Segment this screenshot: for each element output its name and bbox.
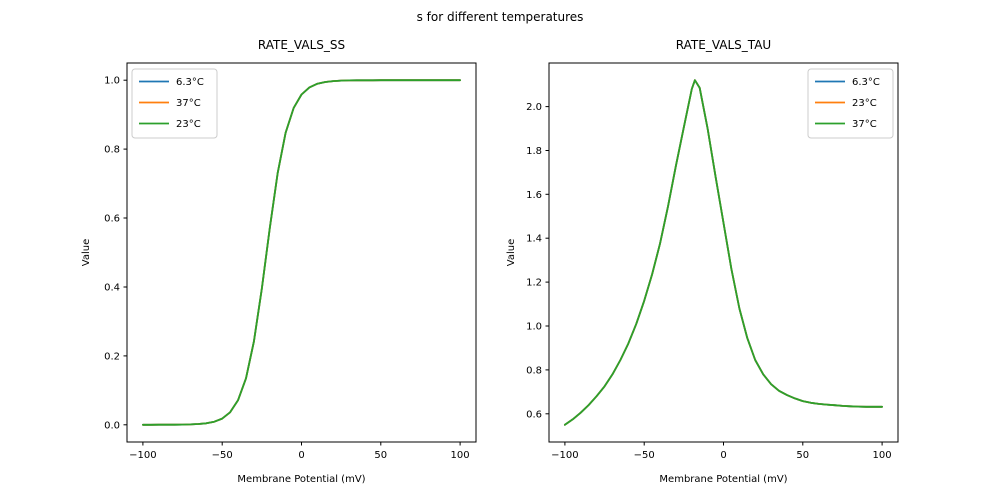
legend-frame: [807, 68, 894, 139]
legend-label: 23°C: [176, 119, 201, 130]
axes-frame: [548, 62, 899, 443]
legend-label: 6.3°C: [176, 77, 204, 88]
y-tick-label: 0.6: [104, 214, 120, 225]
chart-title: RATE_VALS_SS: [258, 38, 345, 52]
legend-label: 6.3°C: [852, 77, 880, 88]
x-axis-label: Membrane Potential (mV): [659, 474, 787, 485]
x-tick-label: 100: [451, 450, 470, 461]
legend: 6.3°C 37°C 23°C: [131, 68, 218, 139]
legend: 6.3°C 23°C 37°C: [807, 68, 894, 139]
x-tick-label: 0: [298, 450, 304, 461]
x-tick-label: 0: [720, 450, 726, 461]
x-tick-label: 100: [873, 450, 892, 461]
legend-label: 37°C: [176, 98, 201, 109]
y-tick-label: 2.0: [526, 102, 542, 113]
y-tick-label: 0.0: [104, 420, 120, 431]
x-tick-label: −50: [212, 450, 233, 461]
y-tick-label: 1.4: [526, 234, 542, 245]
y-tick-label: 1.0: [104, 76, 120, 87]
y-tick-label: 0.2: [104, 351, 120, 362]
legend-label: 23°C: [852, 98, 877, 109]
axes-frame: [126, 62, 477, 443]
y-tick-label: 0.8: [104, 145, 120, 156]
y-axis-label: Value: [506, 239, 517, 266]
y-tick-label: 0.4: [104, 283, 120, 294]
legend-frame: [131, 68, 218, 139]
figure-suptitle: s for different temperatures: [417, 10, 584, 24]
chart-rate-vals-ss: RATE_VALS_SS Membrane Potential (mV) Val…: [81, 38, 477, 485]
y-tick-label: 1.2: [526, 278, 542, 289]
x-tick-label: −100: [129, 450, 156, 461]
x-tick-label: 50: [796, 450, 809, 461]
curve-37-cc: [564, 79, 883, 426]
chart-rate-vals-tau: RATE_VALS_TAU Membrane Potential (mV) Va…: [506, 38, 899, 485]
legend-label: 37°C: [852, 119, 877, 130]
y-axis-label: Value: [81, 239, 92, 266]
y-tick-label: 1.0: [526, 322, 542, 333]
x-tick-label: 50: [374, 450, 387, 461]
y-tick-label: 0.8: [526, 365, 542, 376]
y-tick-label: 1.6: [526, 190, 542, 201]
x-tick-label: −100: [551, 450, 578, 461]
curve-23-cc: [142, 79, 461, 426]
y-tick-label: 1.8: [526, 146, 542, 157]
chart-title: RATE_VALS_TAU: [676, 38, 771, 52]
x-axis-label: Membrane Potential (mV): [237, 474, 365, 485]
y-tick-label: 0.6: [526, 409, 542, 420]
x-tick-label: −50: [634, 450, 655, 461]
